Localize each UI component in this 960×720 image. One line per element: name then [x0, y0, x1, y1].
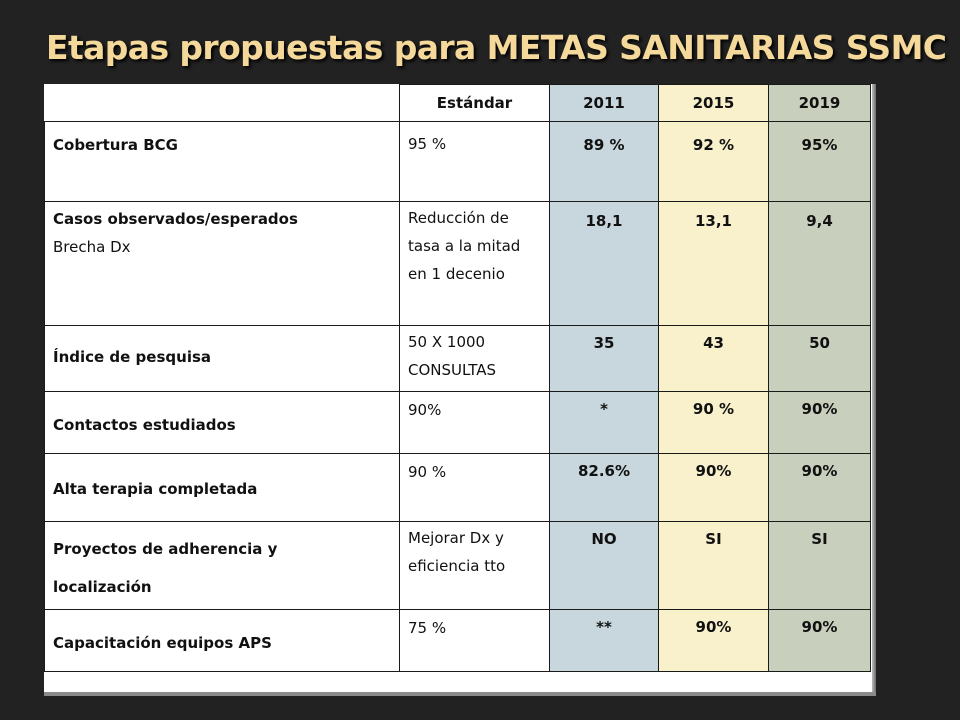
standard-label: 90% [408, 401, 442, 419]
row-indicator: Contactos estudiados [44, 391, 400, 454]
value-2019: 50 [809, 334, 830, 352]
value-2019: 90% [801, 400, 838, 418]
value-2019: SI [811, 530, 828, 548]
value-2011: 89 % [583, 136, 625, 154]
row-value-2015: 92 % [658, 121, 769, 202]
table-row: Casos observados/esperados Brecha Dx Red… [44, 201, 871, 326]
table-shadow-right [872, 84, 876, 696]
value-2015: 92 % [692, 136, 735, 154]
header-2019: 2019 [768, 84, 871, 122]
header-standard: Estándar [399, 84, 550, 122]
indicator-label: Proyectos de adherencia y localización [53, 540, 278, 596]
row-indicator: Capacitación equipos APS [44, 609, 400, 672]
value-2011: * [600, 400, 608, 418]
row-indicator: Proyectos de adherencia y localización [44, 521, 400, 610]
value-2019: 95% [801, 136, 838, 154]
row-standard: 95 % [399, 121, 550, 202]
slide-title: Etapas propuestas para METAS SANITARIAS … [46, 28, 947, 67]
row-value-2019: SI [768, 521, 871, 610]
row-value-2011: 82.6% [549, 453, 659, 522]
standard-label: Reducción de tasa a la mitad en 1 deceni… [408, 209, 521, 283]
value-2015: 90% [695, 462, 732, 480]
row-indicator: Cobertura BCG [44, 121, 400, 202]
value-2015: SI [705, 530, 722, 548]
value-2015: 90 % [692, 400, 735, 418]
row-value-2015: 90 % [658, 391, 769, 454]
row-value-2015: SI [658, 521, 769, 610]
row-standard: 90 % [399, 453, 550, 522]
row-standard: 50 X 1000 CONSULTAS [399, 325, 550, 392]
row-value-2011: 35 [549, 325, 659, 392]
indicator-sublabel: Brecha Dx [53, 238, 131, 256]
table-row: Proyectos de adherencia y localización M… [44, 521, 871, 610]
row-value-2019: 90% [768, 609, 871, 672]
row-indicator: Alta terapia completada [44, 453, 400, 522]
standard-label: 50 X 1000 CONSULTAS [408, 333, 497, 379]
row-value-2015: 90% [658, 609, 769, 672]
table-row: Índice de pesquisa 50 X 1000 CONSULTAS 3… [44, 325, 871, 392]
value-2015: 90% [695, 618, 732, 636]
row-value-2019: 95% [768, 121, 871, 202]
row-value-2011: NO [549, 521, 659, 610]
row-value-2019: 90% [768, 453, 871, 522]
table-row: Contactos estudiados 90% * 90 % 90% [44, 391, 871, 454]
row-value-2015: 43 [658, 325, 769, 392]
row-standard: 75 % [399, 609, 550, 672]
standard-label: 90 % [408, 463, 447, 481]
row-value-2019: 90% [768, 391, 871, 454]
row-standard: Reducción de tasa a la mitad en 1 deceni… [399, 201, 550, 326]
row-value-2015: 13,1 [658, 201, 769, 326]
row-standard: 90% [399, 391, 550, 454]
header-indicator [44, 84, 400, 122]
standard-label: Mejorar Dx y eficiencia tto [408, 529, 506, 575]
value-2015: 43 [703, 334, 724, 352]
table-shadow-bottom [44, 692, 876, 696]
row-indicator: Índice de pesquisa [44, 325, 400, 392]
table-row: Capacitación equipos APS 75 % ** 90% 90% [44, 609, 871, 672]
value-2015: 13,1 [694, 212, 732, 230]
value-2011: 82.6% [577, 462, 631, 480]
metas-table: Estándar 2011 2015 2019 Cobertura BCG 95… [44, 84, 871, 672]
value-2011: ** [596, 618, 612, 636]
header-2011: 2011 [549, 84, 659, 122]
row-value-2019: 50 [768, 325, 871, 392]
standard-label: 95 % [408, 135, 447, 153]
table-row: Alta terapia completada 90 % 82.6% 90% 9… [44, 453, 871, 522]
indicator-label: Cobertura BCG [53, 136, 178, 154]
row-standard: Mejorar Dx y eficiencia tto [399, 521, 550, 610]
row-value-2011: 18,1 [549, 201, 659, 326]
table-frame: Estándar 2011 2015 2019 Cobertura BCG 95… [44, 84, 872, 692]
row-value-2019: 9,4 [768, 201, 871, 326]
value-2011: 18,1 [585, 212, 623, 230]
row-value-2015: 90% [658, 453, 769, 522]
row-value-2011: * [549, 391, 659, 454]
row-value-2011: 89 % [549, 121, 659, 202]
value-2019: 90% [801, 618, 838, 636]
header-row: Estándar 2011 2015 2019 [44, 84, 871, 122]
row-value-2011: ** [549, 609, 659, 672]
indicator-label: Capacitación equipos APS [53, 634, 272, 652]
indicator-label: Índice de pesquisa [53, 348, 212, 366]
standard-label: 75 % [408, 619, 447, 637]
indicator-label: Alta terapia completada [53, 480, 258, 498]
table-row: Cobertura BCG 95 % 89 % 92 % 95% [44, 121, 871, 202]
value-2019: 90% [801, 462, 838, 480]
indicator-label: Contactos estudiados [53, 416, 236, 434]
row-indicator: Casos observados/esperados Brecha Dx [44, 201, 400, 326]
header-2015: 2015 [658, 84, 769, 122]
value-2019: 9,4 [806, 212, 833, 230]
indicator-label: Casos observados/esperados [53, 210, 298, 228]
value-2011: 35 [593, 334, 615, 352]
value-2011: NO [591, 530, 617, 548]
